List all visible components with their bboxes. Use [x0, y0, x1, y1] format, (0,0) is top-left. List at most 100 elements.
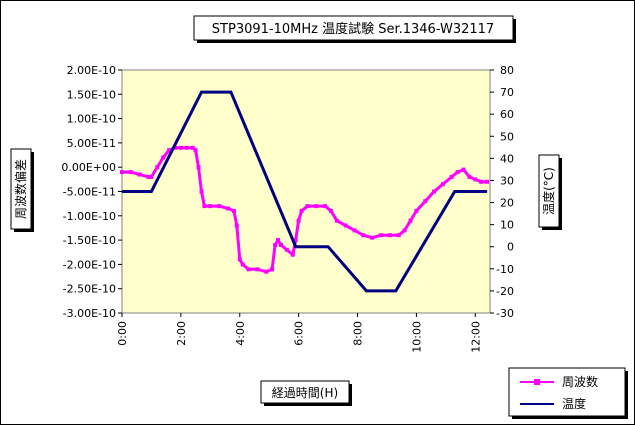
frequency-point — [178, 145, 183, 150]
frequency-point — [387, 233, 392, 238]
y-axis-right: 80 70 60 50 40 30 20 10 0 -10 -20 -30 — [490, 64, 514, 320]
series-frequency — [120, 145, 490, 274]
frequency-point — [414, 208, 419, 213]
frequency-point — [379, 233, 384, 238]
y-left-tick-label: -2.50E-10 — [63, 283, 116, 296]
x-tick-label: 8:00 — [352, 321, 365, 346]
y-left-tick-label: 1.50E-10 — [67, 88, 116, 101]
frequency-point — [193, 148, 198, 153]
series-temperature — [122, 90, 488, 293]
y-right-tick-label: 10 — [500, 219, 514, 232]
y-left-tick-label: -5.00E-11 — [63, 186, 116, 199]
y-right-tick-label: 60 — [500, 108, 514, 121]
frequency-point — [299, 208, 304, 213]
y-right-tick-label: 30 — [500, 174, 514, 187]
y-left-tick-label: 5.00E-11 — [67, 137, 116, 150]
frequency-point — [196, 165, 201, 170]
frequency-point — [273, 243, 278, 247]
frequency-point — [352, 228, 357, 233]
frequency-point — [246, 267, 251, 272]
frequency-point — [455, 170, 460, 175]
y-right-tick-label: -20 — [496, 285, 514, 298]
legend-swatch-marker — [534, 379, 540, 385]
y-axis-left: 2.00E-10 1.50E-10 1.00E-10 5.00E-11 0.00E+00… — [61, 64, 122, 320]
frequency-point — [190, 145, 195, 150]
frequency-point — [467, 174, 472, 179]
y-right-tick-label: 20 — [500, 197, 514, 210]
frequency-point — [343, 223, 348, 228]
x-tick-label: 2:00 — [175, 321, 188, 346]
frequency-point — [264, 269, 269, 274]
y-left-tick-label: -1.00E-10 — [63, 210, 116, 223]
y-right-tick-label: -10 — [496, 263, 514, 276]
frequency-point — [146, 174, 151, 179]
legend-box — [508, 367, 626, 417]
frequency-point — [120, 170, 124, 175]
frequency-point — [473, 177, 478, 182]
ylabel-left: 周波数偏差 — [13, 159, 28, 219]
x-tick-label: 4:00 — [234, 321, 247, 346]
x-tick-label: 10:00 — [410, 321, 423, 353]
y-right-tick-label: 0 — [507, 241, 514, 254]
frequency-point — [237, 257, 242, 262]
frequency-point — [485, 179, 490, 184]
frequency-point — [167, 148, 172, 153]
frequency-point — [334, 218, 339, 223]
frequency-point — [199, 189, 204, 194]
frequency-point — [396, 233, 401, 238]
frequency-point — [423, 199, 428, 204]
y-left-tick-label: -2.00E-10 — [63, 258, 116, 271]
y-right-tick-label: -30 — [496, 307, 514, 320]
frequency-point — [314, 204, 319, 209]
ylabel-right-box — [538, 154, 560, 228]
frequency-point — [290, 252, 295, 257]
frequency-point — [234, 223, 239, 228]
frequency-point — [293, 238, 298, 243]
y-left-tick-label: 0.00E+00 — [61, 161, 116, 174]
legend-label: 周波数 — [562, 374, 598, 389]
frequency-point — [284, 247, 289, 252]
chart-title: STP3091-10MHz 温度試験 Ser.1346-W32117 — [212, 21, 494, 37]
frequency-point — [461, 167, 466, 172]
plot-area — [121, 69, 491, 314]
x-axis: 0:00 2:00 4:00 6:00 8:00 10:00 12:00 — [116, 313, 482, 353]
frequency-point — [255, 267, 260, 272]
temperature-line — [122, 90, 488, 293]
ylabel-left-box — [10, 148, 32, 230]
frequency-point — [432, 189, 437, 194]
frequency-point — [440, 182, 445, 187]
frequency-point — [276, 238, 280, 243]
frequency-point — [370, 235, 375, 240]
y-left-tick-label: 2.00E-10 — [67, 64, 116, 77]
frequency-point — [149, 174, 154, 179]
frequency-point — [231, 208, 236, 213]
frequency-point — [296, 218, 301, 223]
legend-label: 温度 — [562, 396, 586, 411]
frequency-point — [240, 262, 245, 267]
x-tick-label: 0:00 — [116, 321, 129, 346]
frequency-point — [361, 233, 366, 238]
frequency-point — [408, 218, 413, 223]
frequency-point — [184, 145, 189, 150]
y-left-tick-label: -1.50E-10 — [63, 234, 116, 247]
frequency-point — [155, 165, 160, 170]
ylabel-right: 温度(°C) — [541, 167, 556, 215]
frequency-point — [128, 170, 133, 175]
frequency-point — [305, 204, 310, 209]
frequency-point — [323, 204, 328, 209]
y-left-tick-label: 1.00E-10 — [67, 113, 116, 126]
x-tick-label: 6:00 — [293, 321, 306, 346]
frequency-point — [449, 174, 454, 179]
frequency-point — [161, 155, 166, 160]
y-right-tick-label: 50 — [500, 130, 514, 143]
frequency-point — [226, 206, 230, 211]
frequency-point — [202, 204, 207, 209]
frequency-point — [279, 243, 283, 247]
y-left-tick-label: -3.00E-10 — [63, 307, 116, 320]
frequency-point — [217, 204, 222, 209]
y-right-tick-label: 80 — [500, 64, 514, 77]
xlabel-box — [260, 380, 350, 404]
